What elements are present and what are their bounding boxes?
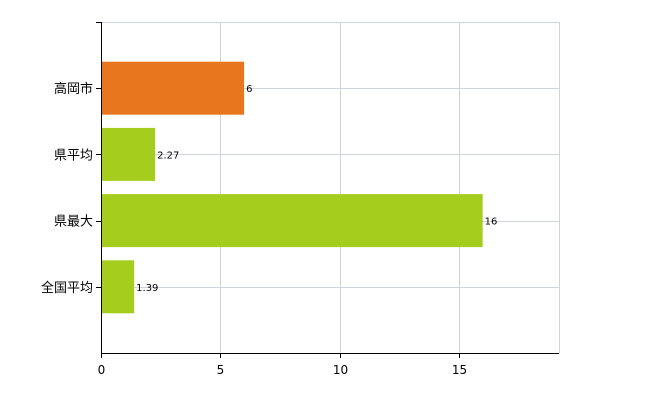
data-label: 16 xyxy=(485,217,498,228)
x-tick-label: 15 xyxy=(452,363,467,377)
bar xyxy=(101,127,156,181)
data-label: 6 xyxy=(246,84,252,95)
x-tick-label: 5 xyxy=(217,363,225,377)
bar xyxy=(101,260,135,314)
category-label: 県最大 xyxy=(54,215,93,230)
x-tick-label: 10 xyxy=(333,363,348,377)
category-label: 全国平均 xyxy=(41,280,93,296)
bar xyxy=(101,194,483,248)
category-label: 高岡市 xyxy=(54,81,93,97)
bar xyxy=(101,61,245,115)
data-label: 2.27 xyxy=(157,150,179,161)
data-label: 1.39 xyxy=(136,283,158,294)
x-tick-label: 0 xyxy=(98,363,106,377)
category-label: 県平均 xyxy=(54,148,93,163)
